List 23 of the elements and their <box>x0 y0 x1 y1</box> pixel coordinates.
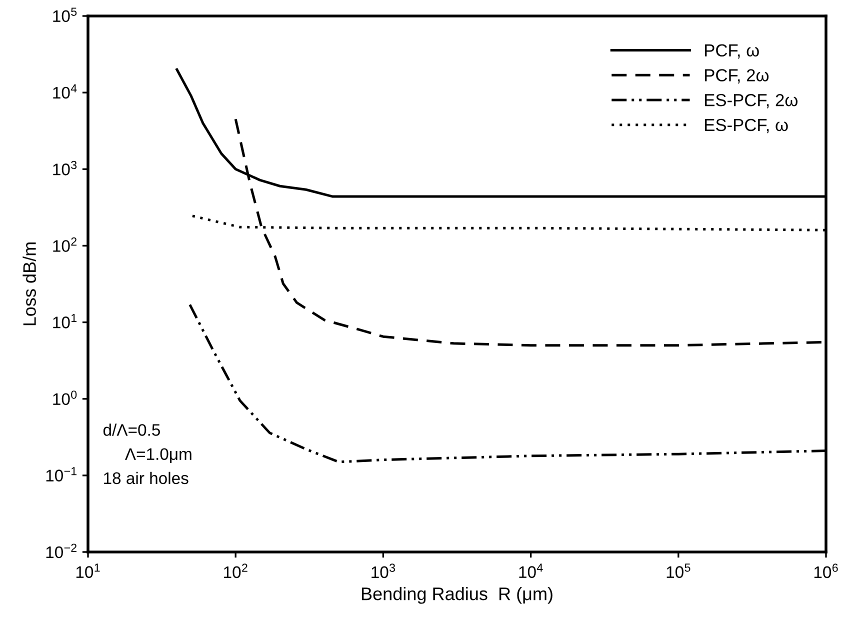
legend-label: PCF, 2ω <box>705 69 769 84</box>
x-tick-label: 10$^{5}$ <box>666 564 690 578</box>
legend-label: ES-PCF, ω <box>705 118 788 134</box>
y-tick-label: 10$^{1}$ <box>53 314 77 328</box>
legend-label: PCF, ω <box>705 44 759 59</box>
y-tick-label: 10$^{0}$ <box>53 390 77 406</box>
x-tick-label: 10$^{1}$ <box>76 564 100 578</box>
y-tick-label: 10$^{3}$ <box>53 160 77 176</box>
annotation: d/Λ=0.5 <box>103 424 160 436</box>
annotation: Λ=1.0μm <box>124 448 192 464</box>
y-tick-label: 10$^{2}$ <box>53 237 77 252</box>
legend-label: ES-PCF, 2ω <box>705 94 798 108</box>
y-tick-label: 10$^{−2}$ <box>46 544 76 558</box>
y-axis-title: Loss dB/m <box>22 242 36 326</box>
y-tick-label: 10$^{−1}$ <box>46 467 77 482</box>
x-tick-label: 10$^{4}$ <box>519 564 543 578</box>
x-axis-title: Bending Radius R (μm) <box>362 586 552 604</box>
x-tick-label: 10$^{3}$ <box>372 564 396 578</box>
y-tick-label: 10$^{4}$ <box>53 84 77 99</box>
x-tick-label: 10$^{2}$ <box>224 564 248 578</box>
y-tick-label: 10$^{5}$ <box>53 8 77 22</box>
annotation: 18 air holes <box>104 472 188 484</box>
x-tick-label: 10$^{6}$ <box>814 564 838 578</box>
